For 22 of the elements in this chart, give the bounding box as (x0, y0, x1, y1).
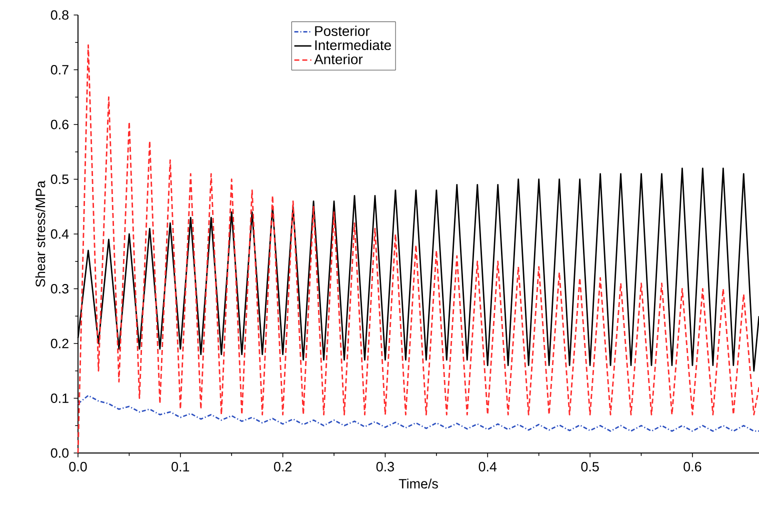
x-tick-label: 0.3 (376, 462, 394, 472)
y-tick-label: 0.4 (50, 229, 69, 239)
x-tick-label: 0.1 (172, 462, 190, 472)
legend-label: Posterior (315, 26, 370, 36)
y-axis-title: Shear stress/MPa (35, 180, 46, 287)
y-tick-label: 0.7 (50, 64, 68, 75)
y-tick-label: 0.0 (50, 448, 69, 458)
y-tick-label: 0.2 (50, 338, 68, 348)
y-tick-label: 0.3 (50, 284, 68, 294)
x-tick-label: 0.0 (69, 462, 87, 472)
line-series (77, 394, 759, 432)
x-axis-title: Time/s (398, 478, 438, 488)
y-tick-label: 0.1 (50, 393, 68, 404)
x-tick-label: 0.4 (478, 462, 497, 472)
y-tick-label: 0.5 (50, 174, 69, 184)
x-tick-label: 0.5 (581, 462, 599, 472)
x-tick-label: 0.2 (274, 462, 292, 472)
x-tick-label: 0.6 (684, 462, 702, 472)
legend-label: Anterior (314, 54, 363, 64)
y-tick-label: 0.6 (50, 120, 68, 130)
y-tick-label: 0.8 (50, 10, 68, 20)
legend-label: Intermediate (315, 40, 391, 50)
